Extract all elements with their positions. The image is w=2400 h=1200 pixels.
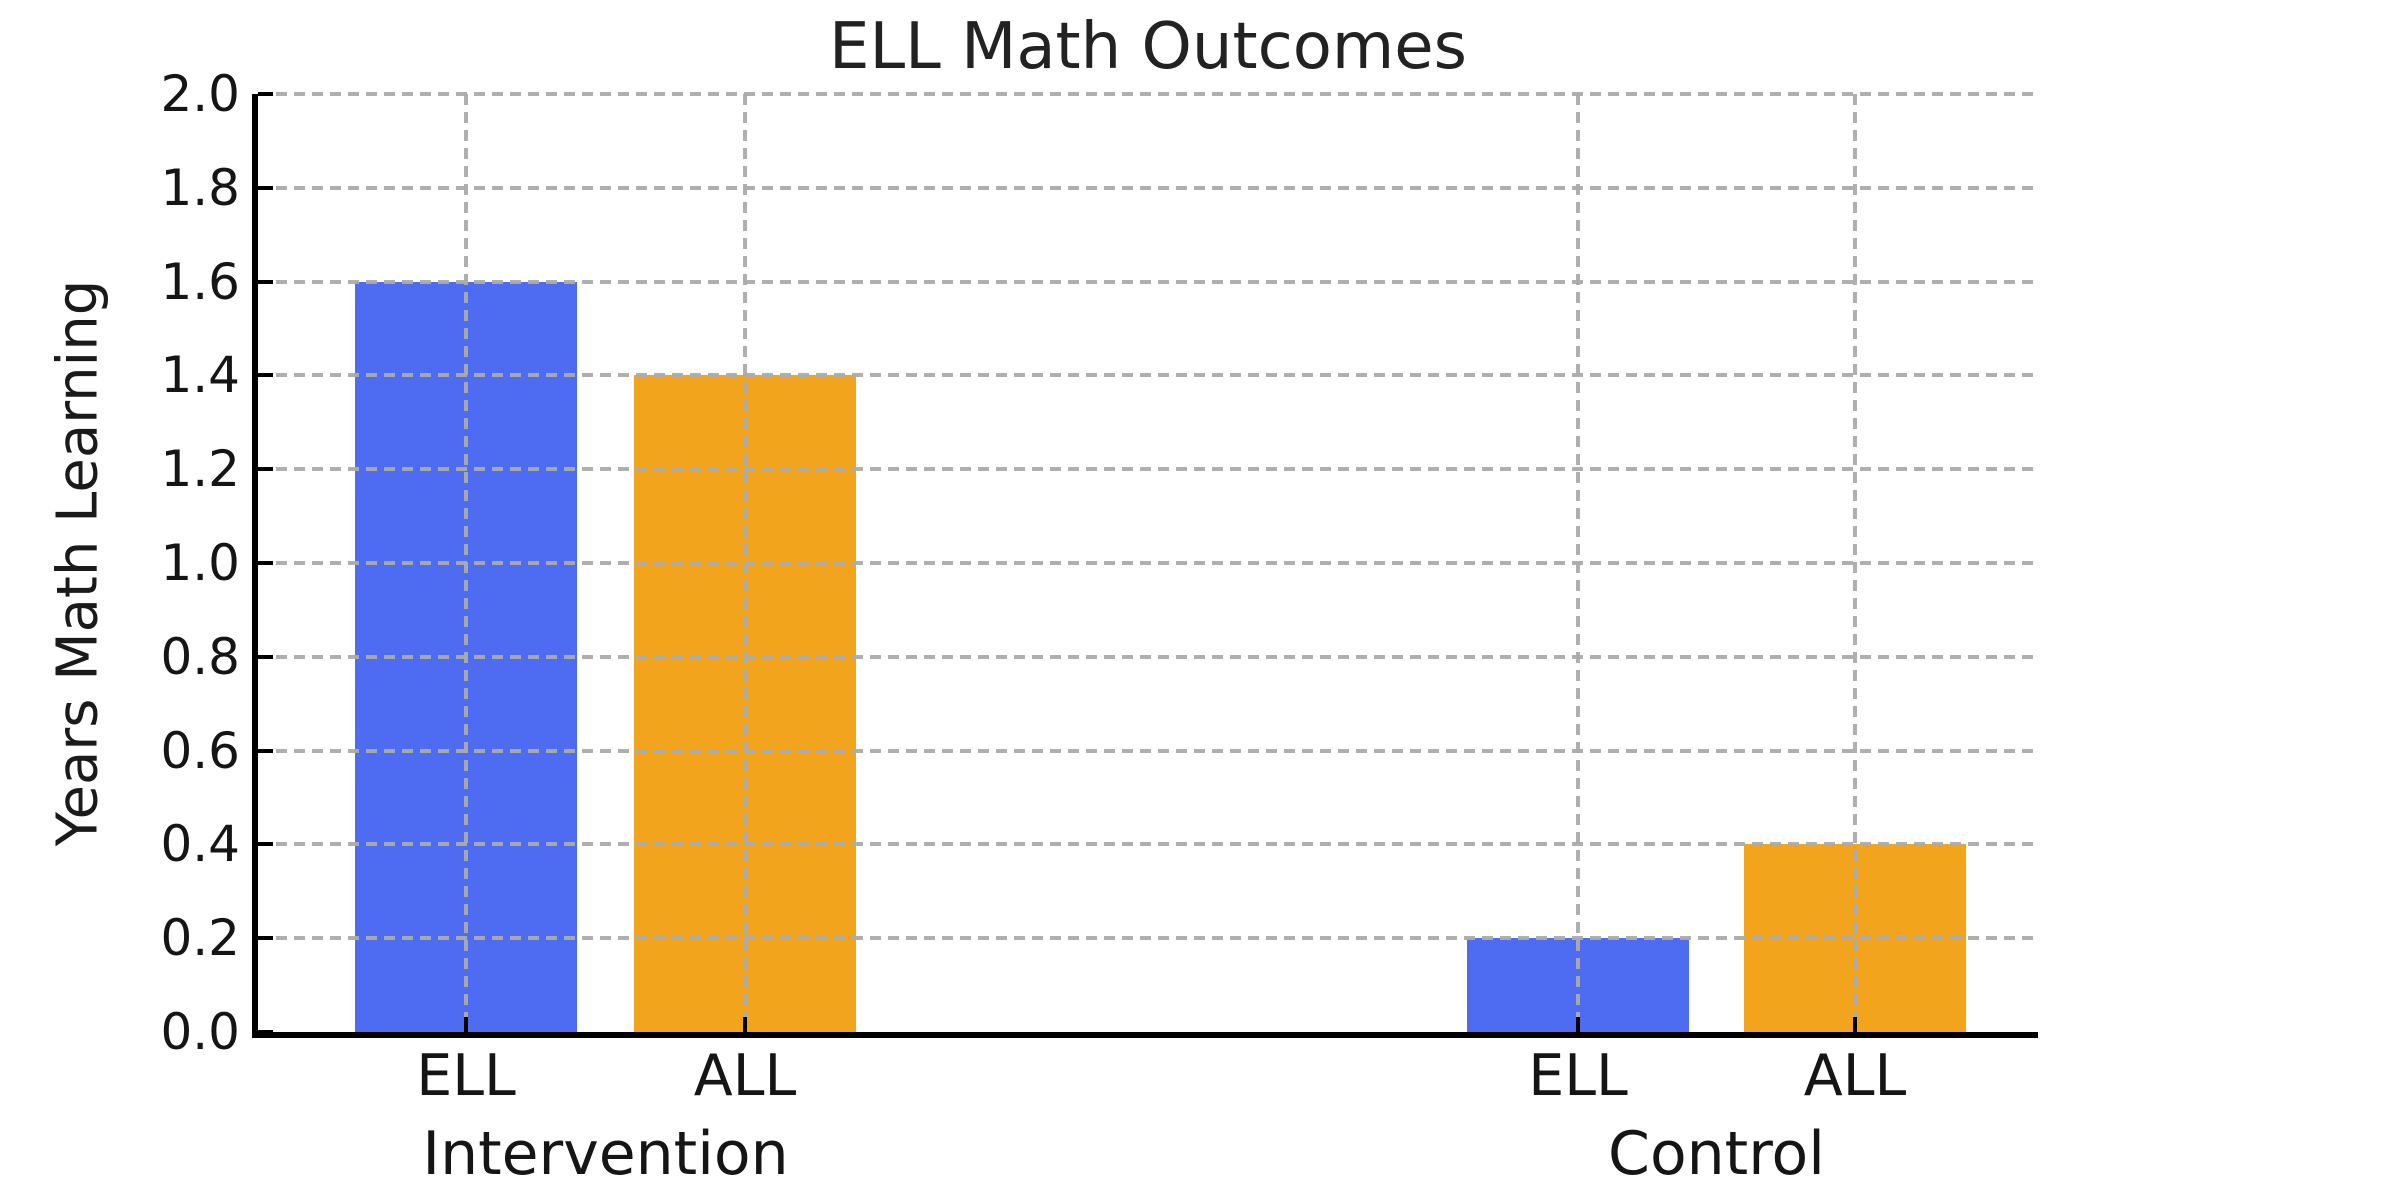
y-tick-label-0.8: 0.8 [160,627,240,686]
y-tick-label-0.0: 0.0 [160,1003,240,1061]
h-gridline-1.6 [258,279,2038,284]
bar-label-0: ELL [416,1043,516,1109]
y-tick-0.8 [258,654,273,659]
h-gridline-0.8 [258,654,2038,659]
v-gridline-2 [1576,94,1580,1032]
y-tick-1.0 [258,561,273,565]
h-gridline-0.6 [258,748,2038,753]
bar-label-3: ALL [1803,1043,1907,1109]
y-tick-label-1.4: 1.4 [160,346,240,405]
x-tick-2 [1576,1017,1580,1032]
y-tick-1.4 [258,373,273,378]
y-tick-0.6 [258,748,273,753]
group-label-intervention: Intervention [422,1119,789,1189]
y-tick-label-0.2: 0.2 [160,909,240,968]
y-tick-0.2 [258,936,273,941]
v-gridline-1 [743,94,747,1032]
chart-title: ELL Math Outcomes [829,10,1467,84]
x-tick-1 [743,1017,747,1032]
h-gridline-1.4 [258,373,2038,378]
v-gridline-3 [1853,94,1857,1032]
y-tick-label-1.2: 1.2 [160,440,240,499]
y-tick-label-2.0: 2.0 [160,65,240,123]
h-gridline-2.0 [258,92,2038,96]
y-tick-label-1.8: 1.8 [160,158,240,217]
x-tick-0 [464,1017,468,1032]
y-tick-label-1.6: 1.6 [160,252,240,311]
bar-label-2: ELL [1528,1043,1628,1109]
h-gridline-1.0 [258,561,2038,565]
y-tick-label-0.4: 0.4 [160,815,240,874]
y-tick-1.6 [258,279,273,284]
y-tick-1.8 [258,185,273,190]
h-gridline-0.2 [258,936,2038,941]
y-tick-0.0 [258,1030,273,1034]
x-tick-3 [1853,1017,1857,1032]
h-gridline-1.2 [258,467,2038,472]
y-tick-label-0.6: 0.6 [160,721,240,780]
y-tick-label-1.0: 1.0 [160,534,240,592]
v-gridline-0 [464,94,468,1032]
h-gridline-1.8 [258,185,2038,190]
y-tick-1.2 [258,467,273,472]
group-label-control: Control [1608,1119,1825,1189]
bar-label-1: ALL [693,1043,797,1109]
y-tick-2.0 [258,92,273,96]
plot-area [252,92,2038,1038]
y-tick-0.4 [258,842,273,847]
h-gridline-0.4 [258,842,2038,847]
